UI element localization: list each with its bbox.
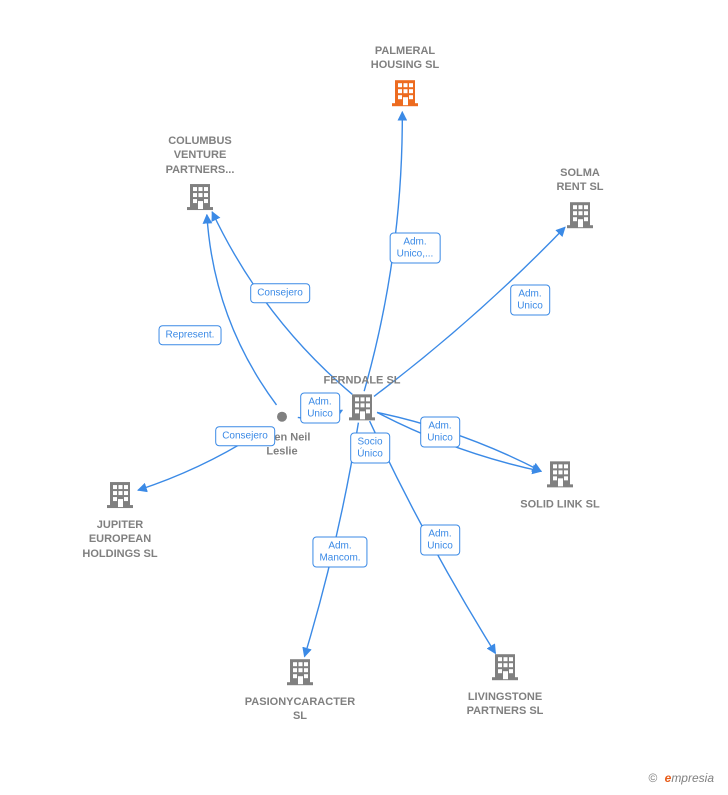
- footer-credit: © empresia: [648, 771, 714, 785]
- person-icon: [277, 412, 287, 422]
- node-solidlink[interactable]: SOLID LINK SL: [500, 458, 620, 511]
- edge-label: Adm. Unico,...: [390, 233, 441, 264]
- node-label: SOLMA RENT SL: [520, 166, 640, 195]
- node-palmeral[interactable]: PALMERAL HOUSING SL: [345, 44, 465, 112]
- node-pasiony[interactable]: PASIONYCARACTER SL: [240, 656, 360, 724]
- edge: [212, 212, 352, 394]
- edge-label: Adm. Unico: [510, 285, 550, 316]
- edge: [374, 227, 565, 396]
- edge-label: Represent.: [159, 325, 222, 345]
- node-label: SOLID LINK SL: [500, 497, 620, 511]
- node-jupiter[interactable]: JUPITER EUROPEAN HOLDINGS SL: [60, 479, 180, 561]
- building-icon: [391, 77, 419, 107]
- building-icon: [186, 181, 214, 211]
- edge: [370, 421, 496, 653]
- building-icon: [106, 479, 134, 509]
- copyright-symbol: ©: [648, 771, 657, 785]
- edge: [364, 112, 402, 391]
- edge-label: Adm. Mancom.: [312, 537, 367, 568]
- edge-label: Adm. Unico: [420, 525, 460, 556]
- edge: [207, 215, 277, 405]
- node-solma[interactable]: SOLMA RENT SL: [520, 166, 640, 234]
- node-label: LIVINGSTONE PARTNERS SL: [445, 690, 565, 719]
- node-label: FERNDALE SL: [302, 373, 422, 387]
- edge-label: Socio Único: [350, 433, 390, 464]
- edge-label: Adm. Unico: [420, 417, 460, 448]
- node-label: PASIONYCARACTER SL: [240, 695, 360, 724]
- node-label: JUPITER EUROPEAN HOLDINGS SL: [60, 518, 180, 561]
- building-icon: [566, 199, 594, 229]
- building-icon: [491, 651, 519, 681]
- node-label: COLUMBUS VENTURE PARTNERS...: [140, 134, 260, 177]
- building-icon: [546, 458, 574, 488]
- node-columbus[interactable]: COLUMBUS VENTURE PARTNERS...: [140, 134, 260, 216]
- building-icon: [286, 656, 314, 686]
- node-label: PALMERAL HOUSING SL: [345, 44, 465, 73]
- node-livingstone[interactable]: LIVINGSTONE PARTNERS SL: [445, 651, 565, 719]
- network-canvas: PALMERAL HOUSING SL COLUMBUS VENTURE PAR…: [0, 0, 728, 795]
- edge-label: Consejero: [250, 283, 310, 303]
- node-label: Collen Neil Leslie: [222, 431, 342, 460]
- brand-rest: mpresia: [671, 771, 714, 785]
- building-icon: [348, 392, 376, 422]
- node-collen[interactable]: Collen Neil Leslie: [222, 409, 342, 460]
